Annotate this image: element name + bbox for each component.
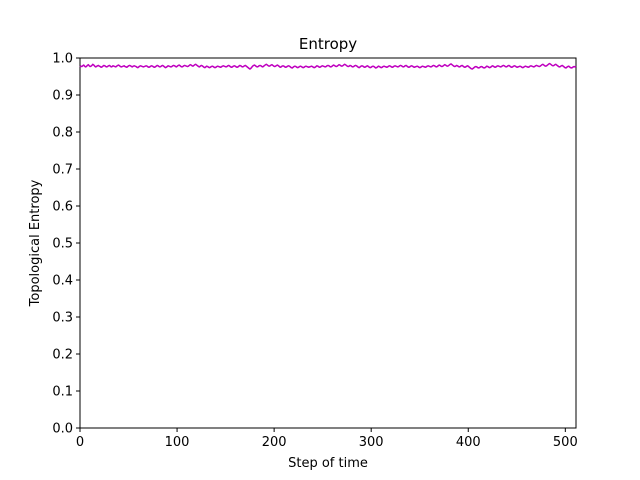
x-axis: 0 100 200 300 400 500 <box>76 428 578 450</box>
x-tick-label: 400 <box>456 435 481 450</box>
x-tick-label: 100 <box>165 435 190 450</box>
y-tick-label: 0.0 <box>52 422 73 437</box>
series-layer <box>79 62 577 70</box>
series-line <box>79 62 577 70</box>
y-tick-label: 0.8 <box>52 126 73 141</box>
y-axis-title: Topological Entropy <box>28 179 43 307</box>
x-axis-title: Step of time <box>288 456 368 471</box>
x-tick-label: 500 <box>553 435 578 450</box>
y-tick-label: 0.9 <box>52 89 73 104</box>
x-tick-label: 300 <box>359 435 384 450</box>
y-axis: 0.0 0.1 0.2 0.3 0.4 0.5 0.6 0.7 0.8 0.9 1.0 <box>52 52 80 437</box>
y-tick-label: 0.4 <box>52 274 73 289</box>
y-tick-label: 1.0 <box>52 52 73 67</box>
y-tick-label: 0.5 <box>52 237 73 252</box>
y-tick-label: 0.7 <box>52 163 73 178</box>
y-tick-label: 0.3 <box>52 311 73 326</box>
x-tick-label: 200 <box>262 435 287 450</box>
y-tick-label: 0.6 <box>52 200 73 215</box>
y-tick-label: 0.1 <box>52 385 73 400</box>
chart-title: Entropy <box>299 35 357 53</box>
y-tick-label: 0.2 <box>52 348 73 363</box>
plot-area-frame <box>79 57 577 429</box>
x-tick-label: 0 <box>76 435 84 450</box>
